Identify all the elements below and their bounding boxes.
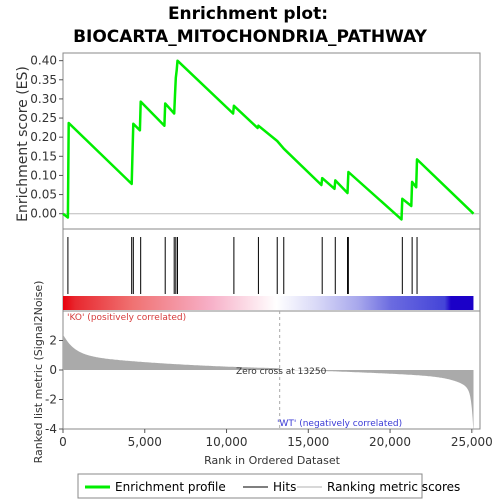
metric-y-tick-label: 0 bbox=[49, 363, 57, 377]
neg-correlated-label: 'WT' (negatively correlated) bbox=[277, 419, 402, 429]
es-y-axis-label: Enrichment score (ES) bbox=[15, 66, 31, 222]
es-y-tick-label: 0.05 bbox=[30, 188, 57, 202]
x-tick-label: 5,000 bbox=[128, 435, 162, 449]
es-y-tick-label: 0.30 bbox=[30, 92, 57, 106]
x-tick-label: 15,000 bbox=[287, 435, 329, 449]
enrichment-profile-line bbox=[62, 59, 475, 221]
legend-label-hits: Hits bbox=[273, 480, 296, 494]
x-ticks: 0 5,000 10,000 15,000 20,000 25,000 bbox=[59, 429, 493, 449]
legend-label-ranking-metric: Ranking metric scores bbox=[327, 480, 460, 494]
es-y-tick-label: 0.25 bbox=[30, 111, 57, 125]
x-tick-label: 20,000 bbox=[369, 435, 411, 449]
metric-group bbox=[63, 311, 474, 433]
x-tick-label: 0 bbox=[59, 435, 67, 449]
es-panel-frame bbox=[62, 52, 481, 230]
x-axis-label: Rank in Ordered Dataset bbox=[204, 454, 341, 467]
zero-cross-label: Zero cross at 13250 bbox=[236, 367, 327, 377]
ranking-colorbar bbox=[63, 296, 474, 310]
es-y-tick-label: 0.40 bbox=[30, 54, 57, 68]
x-tick-label: 10,000 bbox=[206, 435, 248, 449]
legend-label-enrichment-profile: Enrichment profile bbox=[115, 480, 226, 494]
metric-y-tick-label: 2 bbox=[49, 334, 57, 348]
metric-y-tick-label: -4 bbox=[45, 422, 57, 436]
chart-title-line1: Enrichment plot: bbox=[168, 4, 328, 24]
es-y-tick-label: 0.20 bbox=[30, 130, 57, 144]
metric-y-tick-label: -2 bbox=[45, 393, 57, 407]
legend-box bbox=[77, 473, 423, 499]
es-y-ticks: 0.00 0.05 0.10 0.15 0.20 0.25 0.30 0.35 0.40 bbox=[30, 54, 63, 221]
hits-group bbox=[67, 237, 418, 294]
pos-correlated-label: 'KO' (positively correlated) bbox=[67, 313, 186, 323]
es-y-tick-label: 0.00 bbox=[30, 207, 57, 221]
x-tick-label: 25,000 bbox=[451, 435, 493, 449]
es-y-tick-label: 0.15 bbox=[30, 149, 57, 163]
colorbar-rect bbox=[63, 296, 474, 310]
chart-title-line2: BIOCARTA_MITOCHONDRIA_PATHWAY bbox=[73, 27, 428, 47]
metric-y-axis-label: Ranked list metric (Signal2Noise) bbox=[32, 281, 45, 464]
es-y-tick-label: 0.35 bbox=[30, 73, 57, 87]
es-y-tick-label: 0.10 bbox=[30, 168, 57, 182]
enrichment-profile-group bbox=[62, 59, 475, 221]
metric-y-ticks: -4 -2 0 2 bbox=[45, 334, 63, 436]
